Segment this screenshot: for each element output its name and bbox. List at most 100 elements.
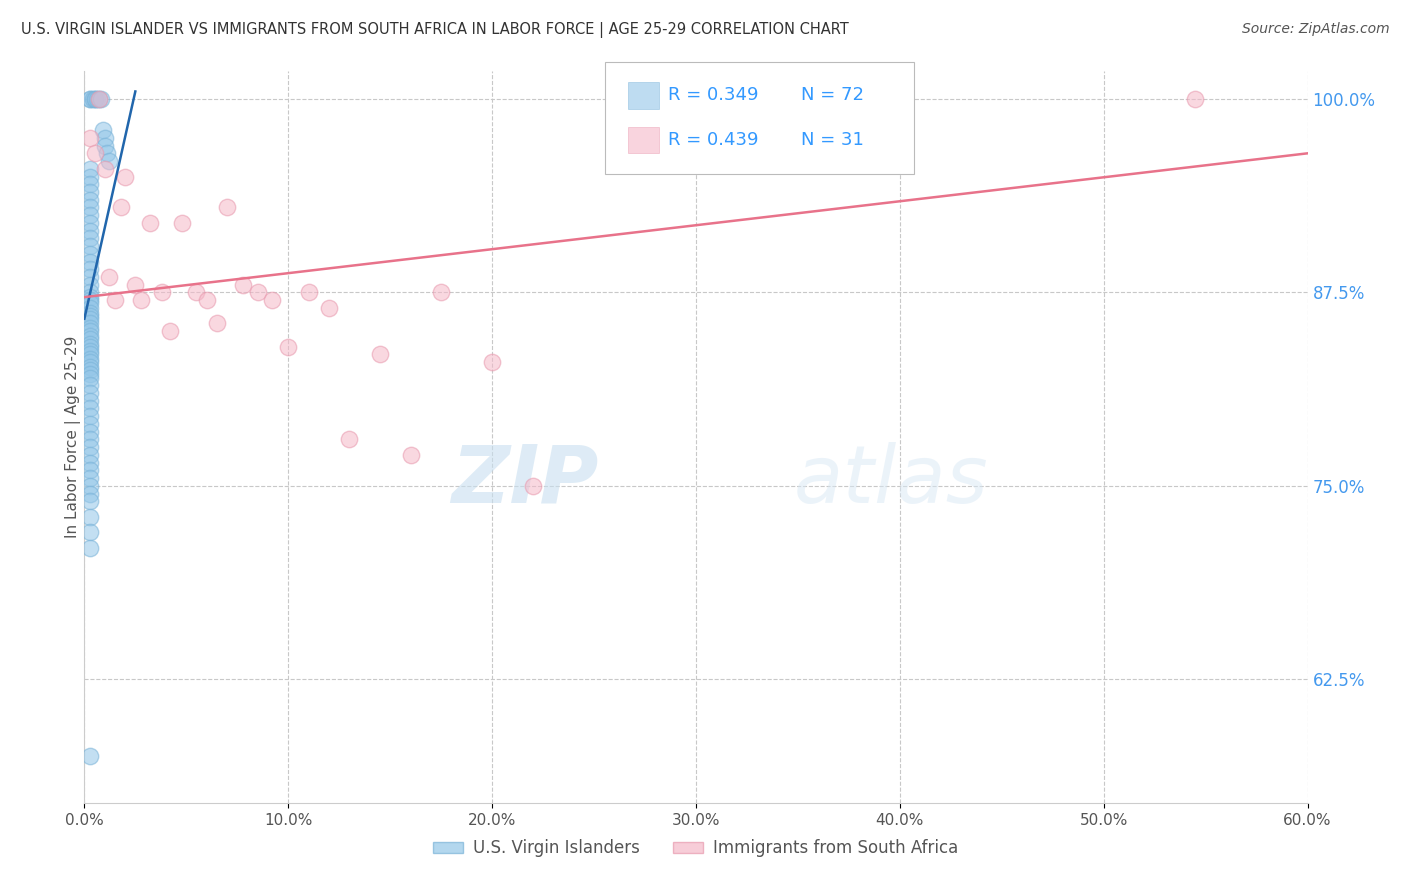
- Point: [83, 92, 105, 106]
- Point: [86, 92, 108, 106]
- Point: [260, 293, 283, 308]
- Point: [79, 247, 101, 261]
- Point: [150, 285, 173, 300]
- Point: [79, 401, 101, 416]
- Point: [110, 201, 132, 215]
- Point: [79, 336, 101, 351]
- Point: [339, 433, 361, 447]
- Point: [131, 293, 153, 308]
- Point: [97, 270, 120, 285]
- Point: [79, 440, 101, 454]
- Point: [186, 285, 208, 300]
- Point: [79, 317, 101, 331]
- Point: [318, 301, 340, 315]
- Point: [96, 146, 118, 161]
- Text: R = 0.349: R = 0.349: [668, 87, 758, 104]
- Point: [79, 494, 101, 508]
- Point: [205, 317, 228, 331]
- Point: [79, 486, 101, 500]
- Point: [93, 131, 115, 145]
- Point: [79, 370, 101, 384]
- Point: [79, 324, 101, 338]
- Point: [195, 293, 218, 308]
- Point: [79, 231, 101, 245]
- Point: [79, 433, 101, 447]
- Point: [79, 321, 101, 335]
- Point: [79, 749, 101, 764]
- Text: Source: ZipAtlas.com: Source: ZipAtlas.com: [1241, 22, 1389, 37]
- Point: [481, 355, 503, 369]
- Point: [138, 216, 160, 230]
- Point: [79, 301, 101, 315]
- Point: [104, 293, 127, 308]
- Point: [114, 169, 136, 184]
- Point: [79, 368, 101, 382]
- Point: [79, 169, 101, 184]
- Point: [93, 161, 115, 176]
- Point: [79, 355, 101, 369]
- Point: [97, 154, 120, 169]
- Text: N = 31: N = 31: [801, 131, 865, 149]
- Point: [79, 463, 101, 477]
- Point: [79, 456, 101, 470]
- Point: [79, 525, 101, 540]
- Point: [79, 262, 101, 277]
- Point: [79, 541, 101, 555]
- Point: [79, 409, 101, 424]
- Point: [79, 347, 101, 361]
- Point: [368, 347, 391, 361]
- Point: [79, 239, 101, 253]
- Point: [79, 296, 101, 310]
- Text: atlas: atlas: [794, 442, 988, 520]
- Text: ZIP: ZIP: [451, 442, 598, 520]
- Point: [298, 285, 321, 300]
- Point: [399, 448, 422, 462]
- Point: [87, 92, 110, 106]
- Text: N = 72: N = 72: [801, 87, 865, 104]
- Point: [522, 479, 544, 493]
- Point: [79, 386, 101, 401]
- Text: R = 0.439: R = 0.439: [668, 131, 758, 149]
- Point: [91, 123, 114, 137]
- Point: [172, 216, 194, 230]
- Point: [87, 92, 110, 106]
- Point: [79, 340, 101, 354]
- Point: [79, 193, 101, 207]
- Point: [79, 332, 101, 346]
- Point: [79, 254, 101, 268]
- Point: [79, 290, 101, 304]
- Point: [159, 324, 181, 338]
- Point: [79, 351, 101, 366]
- Point: [79, 328, 101, 343]
- Point: [217, 201, 239, 215]
- Point: [79, 224, 101, 238]
- Point: [83, 146, 105, 161]
- Point: [79, 285, 101, 300]
- Point: [90, 92, 112, 106]
- Point: [79, 178, 101, 192]
- Point: [79, 92, 101, 106]
- Point: [79, 393, 101, 408]
- Point: [79, 448, 101, 462]
- Point: [79, 425, 101, 439]
- Point: [79, 471, 101, 485]
- Point: [79, 509, 101, 524]
- Point: [79, 131, 101, 145]
- Point: [79, 201, 101, 215]
- Point: [79, 479, 101, 493]
- Point: [124, 277, 146, 292]
- Y-axis label: In Labor Force | Age 25-29: In Labor Force | Age 25-29: [65, 336, 82, 538]
- Point: [1184, 92, 1206, 106]
- Point: [232, 277, 254, 292]
- Point: [79, 185, 101, 199]
- Point: [79, 311, 101, 326]
- Point: [79, 277, 101, 292]
- Legend: U.S. Virgin Islanders, Immigrants from South Africa: U.S. Virgin Islanders, Immigrants from S…: [426, 832, 966, 864]
- Point: [430, 285, 453, 300]
- Point: [79, 363, 101, 377]
- Point: [277, 340, 299, 354]
- Text: U.S. VIRGIN ISLANDER VS IMMIGRANTS FROM SOUTH AFRICA IN LABOR FORCE | AGE 25-29 : U.S. VIRGIN ISLANDER VS IMMIGRANTS FROM …: [21, 22, 849, 38]
- Point: [79, 161, 101, 176]
- Point: [82, 92, 104, 106]
- Point: [79, 309, 101, 323]
